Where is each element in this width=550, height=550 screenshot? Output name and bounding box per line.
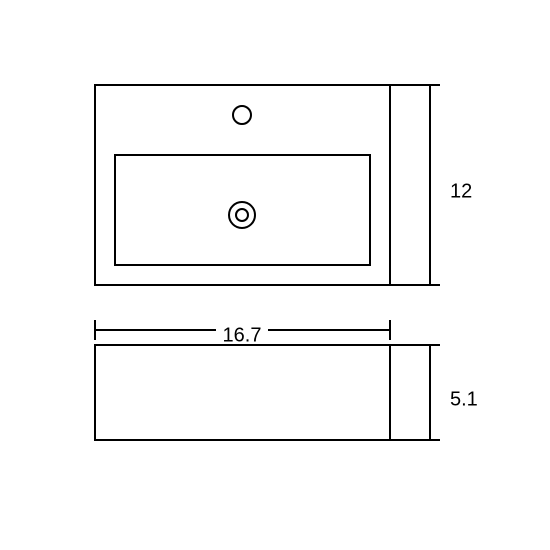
dim-label-height-bottom: 5.1 (450, 388, 478, 410)
faucet-hole (233, 106, 251, 124)
front-view-outer (95, 345, 390, 440)
dim-label-width: 16.7 (223, 324, 262, 346)
technical-drawing: 12 5.1 16.7 (0, 0, 550, 550)
dim-label-height-top: 12 (450, 180, 472, 202)
drain-inner (236, 209, 248, 221)
drain-outer (229, 202, 255, 228)
top-view-outer (95, 85, 390, 285)
